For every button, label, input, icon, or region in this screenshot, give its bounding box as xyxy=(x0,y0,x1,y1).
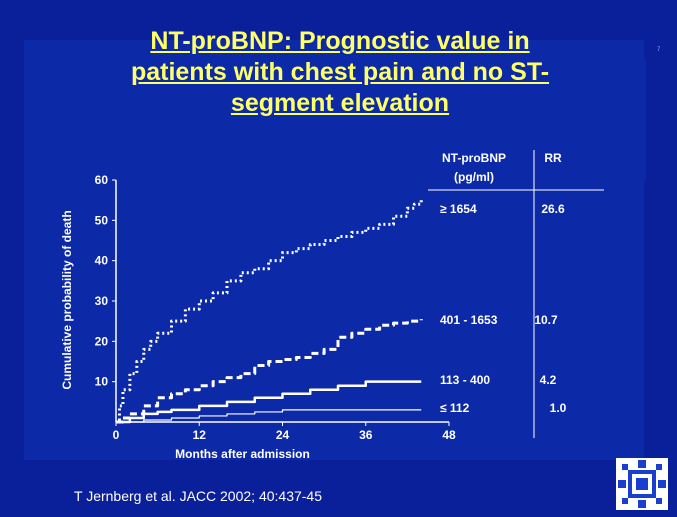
series-line-3 xyxy=(116,380,422,424)
table-header-units: (pg/ml) xyxy=(454,170,494,184)
table-row-rr: 26.6 xyxy=(541,202,565,216)
table-header-nt-probnp: NT-proBNP xyxy=(442,151,506,165)
y-axis-label: Cumulative probability of death xyxy=(60,210,74,389)
x-tick-label: 36 xyxy=(359,428,373,442)
table-row-rr: 10.7 xyxy=(534,313,558,327)
x-axis-label: Months after admission xyxy=(175,447,310,461)
slide-title: NT-proBNP: Prognostic value in patients … xyxy=(40,26,640,119)
series-line-4 xyxy=(116,409,422,423)
y-tick-label: 30 xyxy=(95,294,109,308)
y-tick-label: 60 xyxy=(95,173,109,187)
slide-title-line: segment elevation xyxy=(230,89,450,117)
table-row-label: ≤ 112 xyxy=(440,401,470,415)
slide-title-line: patients with chest pain and no ST- xyxy=(130,58,550,86)
y-tick-label: 10 xyxy=(95,375,109,389)
table-header-rr: RR xyxy=(544,151,562,165)
logo-icon xyxy=(618,460,666,508)
x-tick-label: 48 xyxy=(442,428,456,442)
x-tick-label: 24 xyxy=(276,428,290,442)
slide-title-line: NT-proBNP: Prognostic value in xyxy=(150,27,530,55)
y-tick-label: 20 xyxy=(95,334,109,348)
y-tick-label: 40 xyxy=(95,254,109,268)
table-row-label: ≥ 1654 xyxy=(440,202,477,216)
series-line-1 xyxy=(116,200,423,424)
citation: T Jernberg et al. JACC 2002; 40:437-45 xyxy=(74,488,323,504)
y-tick-label: 50 xyxy=(95,213,109,227)
table-row-rr: 4.2 xyxy=(540,373,557,387)
table-row-rr: 1.0 xyxy=(550,401,567,415)
x-tick-label: 12 xyxy=(193,428,207,442)
logo xyxy=(616,458,668,510)
background-panel-right xyxy=(590,60,646,180)
x-tick-label: 0 xyxy=(113,428,120,442)
table-row-label: 113 - 400 xyxy=(440,373,490,387)
table-row-label: 401 - 1653 xyxy=(440,313,498,327)
page-mark: 7 xyxy=(657,47,661,53)
series-line-2 xyxy=(116,319,423,424)
